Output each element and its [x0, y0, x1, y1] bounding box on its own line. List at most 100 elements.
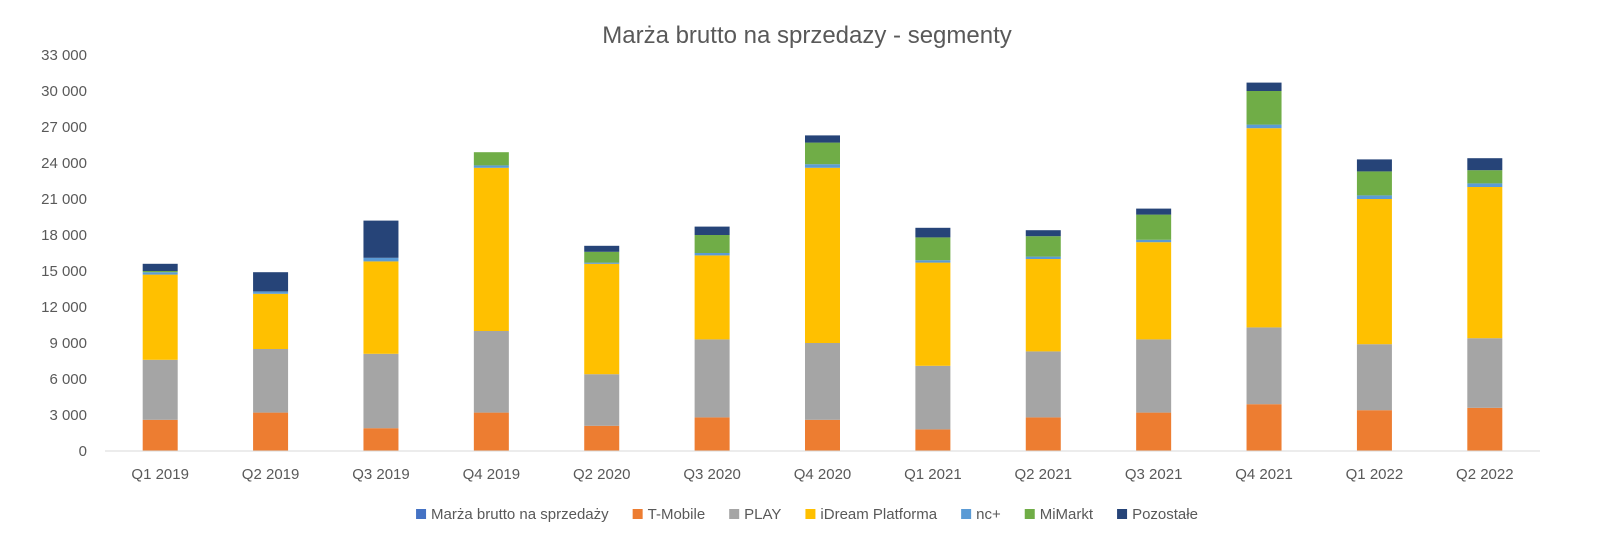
bar-segment-play-3 [473, 331, 509, 413]
y-tick-label: 18 000 [41, 227, 87, 244]
bar-segment-t-mobile-3 [473, 412, 509, 451]
legend: Marża brutto na sprzedaży T-Mobile PLAY iDr… [416, 506, 1198, 523]
bar-segment-pozosta-e-9 [1136, 208, 1172, 215]
y-tick-label: 24 000 [41, 155, 87, 172]
x-axis: Q1 2019 Q2 2019 Q3 2019 Q4 2019 Q2 2020 Q3 20… [131, 466, 1513, 483]
bar-segment-idream-platforma-3 [473, 167, 509, 331]
y-tick-label: 15 000 [41, 263, 87, 280]
bar-segment-pozosta-e-11 [1356, 159, 1392, 172]
legend-label: nc+ [976, 506, 1001, 523]
bar-segment-t-mobile-4 [584, 425, 620, 451]
bar-segment-play-5 [694, 339, 730, 418]
bar-segment-t-mobile-6 [805, 419, 840, 451]
bar-segment-pozosta-e-8 [1025, 230, 1061, 237]
bar-segment-mimarkt-12 [1467, 170, 1503, 184]
bar-segment-mimarkt-7 [915, 237, 951, 261]
bar-segment-t-mobile-9 [1136, 412, 1172, 451]
x-tick-label: Q2 2022 [1456, 466, 1514, 483]
y-tick-label: 21 000 [41, 191, 87, 208]
bar-segment-idream-platforma-6 [805, 167, 840, 343]
legend-item: T-Mobile [632, 506, 706, 523]
bar-segment-pozosta-e-5 [694, 226, 730, 235]
bar-segment-play-10 [1246, 327, 1282, 405]
x-tick-label: Q4 2019 [463, 466, 521, 483]
bar-segment-pozosta-e-4 [584, 245, 620, 252]
legend-item: Marża brutto na sprzedaży [416, 506, 609, 523]
bar-segment-t-mobile-10 [1246, 404, 1282, 451]
x-tick-label: Q2 2021 [1014, 466, 1072, 483]
bar-segment-t-mobile-2 [363, 428, 399, 451]
bar-segment-play-7 [915, 365, 951, 430]
bar-segment-nc--5 [694, 253, 730, 256]
bar-segment-pozosta-e-10 [1246, 82, 1282, 91]
bar-segment-nc--0 [142, 272, 178, 275]
x-tick-label: Q1 2019 [131, 466, 189, 483]
bar-segment-idream-platforma-0 [142, 274, 178, 360]
bar-segment-t-mobile-11 [1356, 410, 1392, 451]
bar-segment-nc--3 [473, 165, 509, 168]
x-tick-label: Q2 2019 [242, 466, 300, 483]
bar-segment-play-4 [584, 374, 620, 426]
bar-segment-pozosta-e-6 [805, 135, 840, 143]
legend-item: MiMarkt [1024, 506, 1094, 523]
bar-segment-mimarkt-9 [1136, 214, 1172, 240]
legend-swatch [1024, 509, 1035, 519]
bar-segment-nc--2 [363, 257, 399, 262]
bar-segment-t-mobile-12 [1467, 407, 1503, 451]
legend-swatch [632, 509, 643, 519]
bar-segment-mimarkt-10 [1246, 91, 1282, 125]
bar-segment-nc--9 [1136, 239, 1172, 243]
legend-item: iDream Platforma [805, 506, 938, 523]
bar-segment-idream-platforma-9 [1136, 242, 1172, 340]
bar-segment-idream-platforma-8 [1025, 259, 1061, 352]
bar-segment-play-0 [142, 359, 178, 420]
bar-segment-pozosta-e-7 [915, 227, 951, 238]
bar-segment-idream-platforma-7 [915, 262, 951, 366]
x-tick-label: Q1 2021 [904, 466, 962, 483]
legend-label: Marża brutto na sprzedaży [431, 506, 609, 523]
bar-segment-play-12 [1467, 338, 1503, 408]
legend-item: nc+ [961, 506, 1001, 523]
legend-item: Pozostałe [1117, 506, 1198, 523]
legend-swatch [416, 509, 427, 519]
y-tick-label: 12 000 [41, 299, 87, 316]
bar-segment-idream-platforma-11 [1356, 199, 1392, 345]
bar-segment-t-mobile-8 [1025, 417, 1061, 451]
bar-segment-nc--4 [584, 262, 620, 264]
bar-segment-t-mobile-0 [142, 419, 178, 451]
bar-segment-pozosta-e-1 [253, 272, 289, 292]
bar-segment-pozosta-e-2 [363, 220, 399, 258]
bar-segment-nc--6 [805, 164, 840, 168]
legend-label: PLAY [744, 506, 781, 523]
y-tick-label: 0 [79, 443, 87, 460]
bar-segment-play-8 [1025, 351, 1061, 418]
legend-label: T-Mobile [648, 506, 706, 523]
bars-group [142, 82, 1503, 451]
bar-segment-nc--7 [915, 260, 951, 263]
legend-swatch [961, 509, 972, 519]
bar-segment-play-6 [805, 343, 840, 420]
x-tick-label: Q4 2020 [794, 466, 852, 483]
x-tick-label: Q3 2021 [1125, 466, 1183, 483]
x-tick-label: Q3 2019 [352, 466, 410, 483]
bar-segment-idream-platforma-5 [694, 255, 730, 340]
legend-item: PLAY [729, 506, 781, 523]
bar-segment-idream-platforma-10 [1246, 128, 1282, 328]
bar-segment-idream-platforma-12 [1467, 187, 1503, 339]
legend-swatch [805, 509, 816, 519]
bar-segment-play-1 [253, 349, 289, 413]
x-tick-label: Q3 2020 [683, 466, 741, 483]
bar-segment-mimarkt-4 [584, 251, 620, 263]
bar-segment-nc--8 [1025, 256, 1061, 259]
bar-segment-pozosta-e-0 [142, 263, 178, 271]
x-tick-label: Q2 2020 [573, 466, 631, 483]
bar-segment-play-9 [1136, 339, 1172, 413]
bar-segment-play-2 [363, 353, 399, 429]
bar-segment-mimarkt-5 [694, 235, 730, 253]
y-tick-label: 30 000 [41, 83, 87, 100]
legend-label: iDream Platforma [820, 506, 937, 523]
bar-segment-mimarkt-3 [473, 152, 509, 166]
bar-segment-nc--11 [1356, 195, 1392, 199]
